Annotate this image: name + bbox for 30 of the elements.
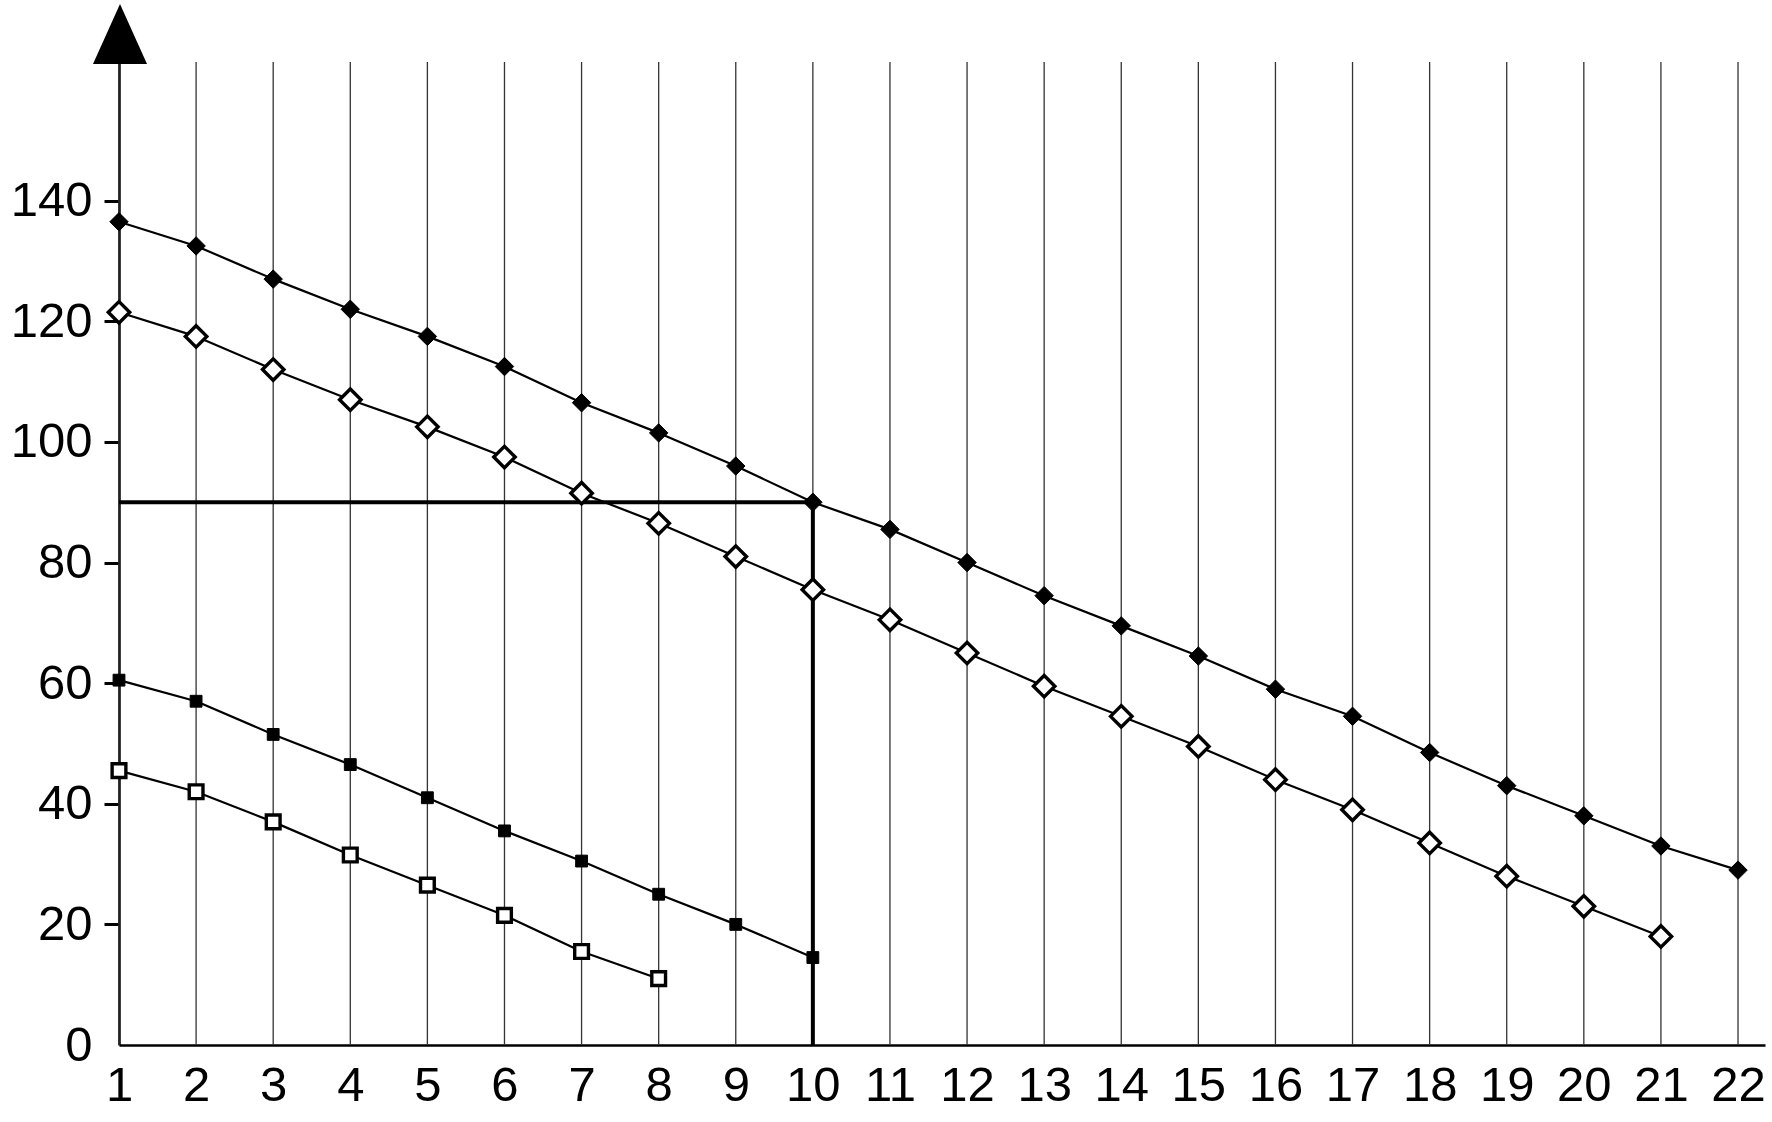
x-tick-label: 14	[1094, 1056, 1150, 1111]
x-tick-label: 3	[260, 1056, 288, 1111]
x-tick-label: 4	[337, 1056, 365, 1111]
x-tick-label: 8	[645, 1056, 673, 1111]
x-tick-label: 13	[1017, 1056, 1072, 1111]
x-tick-label: 5	[414, 1056, 442, 1111]
y-tick-label: 100	[10, 413, 93, 468]
x-tick-label: 15	[1171, 1056, 1227, 1111]
x-tick-label: 17	[1325, 1056, 1381, 1111]
y-tick-label: 80	[37, 534, 93, 589]
y-tick-label: 120	[10, 292, 93, 347]
x-tick-label: 18	[1402, 1056, 1458, 1111]
x-tick-label: 20	[1557, 1056, 1612, 1111]
x-tick-label: 9	[722, 1056, 750, 1111]
x-tick-label: 1	[105, 1056, 134, 1111]
x-tick-label: 11	[865, 1056, 916, 1111]
x-tick-label: 16	[1248, 1056, 1304, 1111]
y-tick-label: 140	[10, 172, 93, 227]
y-tick-label: 0	[65, 1016, 93, 1071]
x-tick-label: 7	[568, 1056, 596, 1111]
x-tick-label: 2	[182, 1056, 211, 1111]
x-tick-label: 6	[491, 1056, 519, 1111]
y-tick-label: 40	[37, 775, 93, 830]
x-tick-label: 10	[786, 1056, 841, 1111]
y-tick-label: 20	[37, 895, 93, 950]
x-tick-label: 22	[1711, 1056, 1766, 1111]
x-tick-label: 12	[940, 1056, 995, 1111]
y-tick-label: 60	[37, 654, 93, 709]
x-tick-label: 21	[1634, 1056, 1689, 1111]
x-tick-label: 19	[1479, 1056, 1535, 1111]
